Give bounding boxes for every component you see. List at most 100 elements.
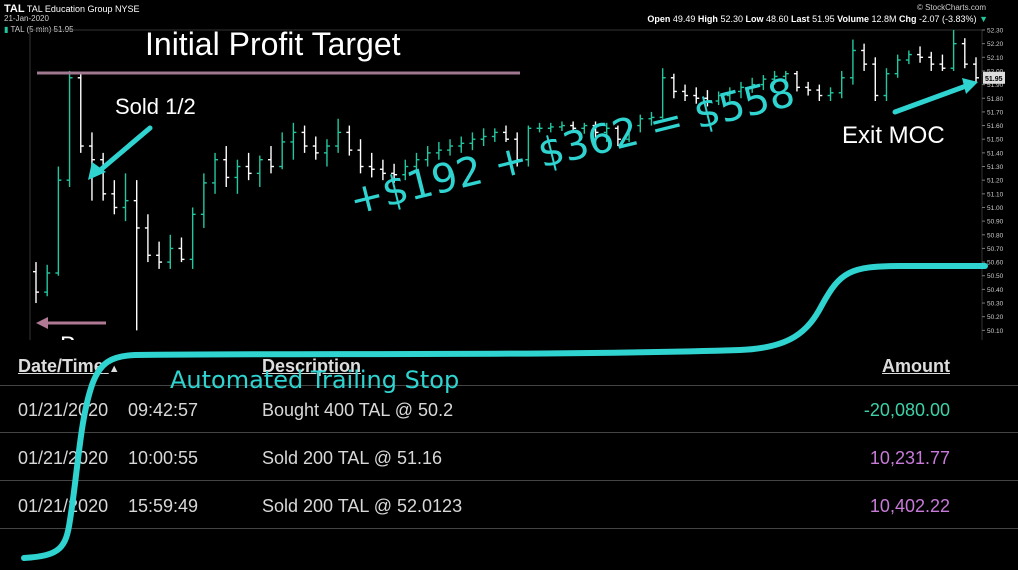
y-tick-label: 52.10: [987, 55, 1004, 62]
ohlc-bar: [827, 87, 834, 101]
ohlc-bar: [424, 146, 431, 167]
ohlc-bar: [682, 84, 689, 101]
ohlc-bar: [872, 57, 879, 101]
y-tick-label: 51.90: [987, 82, 1004, 89]
ohlc-bar: [905, 50, 912, 65]
y-tick-label: 51.60: [987, 123, 1004, 130]
ticker-symbol: TAL: [4, 3, 25, 15]
y-tick-label: 51.40: [987, 150, 1004, 157]
last-value: 51.95: [812, 14, 835, 24]
y-tick-label: 52.20: [987, 41, 1004, 48]
ohlc-bar: [323, 139, 330, 167]
ohlc-bar: [379, 159, 386, 181]
last-price-label: 51.95: [985, 76, 1003, 83]
y-tick-label: 50.60: [987, 260, 1004, 267]
y-tick-label: 51.50: [987, 137, 1004, 144]
ohlc-bar: [447, 139, 454, 156]
ohlc-bar: [133, 180, 140, 331]
sold-half-label: Sold 1/2: [115, 94, 196, 119]
y-tick-label: 50.20: [987, 314, 1004, 321]
volume-label: Volume: [837, 14, 869, 24]
row-date: 01/21/2020: [18, 496, 109, 516]
ohlc-bar: [335, 118, 342, 153]
ohlc-bar: [357, 139, 364, 174]
ohlc-bar: [413, 152, 420, 172]
ohlc-bar: [704, 90, 711, 107]
row-amount: 10,231.77: [869, 448, 950, 468]
ohlc-bar: [760, 75, 767, 91]
ohlc-bar: [648, 111, 655, 126]
y-tick-label: 50.50: [987, 273, 1004, 280]
ohlc-bar: [626, 122, 633, 142]
ohlc-bar: [581, 122, 588, 134]
ohlc-bar: [670, 73, 677, 99]
date-time-header[interactable]: Date/Time ▲: [18, 356, 120, 377]
ohlc-bar: [749, 77, 756, 93]
row-time: 10:00:55: [128, 448, 199, 468]
ohlc-bar: [212, 152, 219, 194]
ohlc-bar: [961, 38, 968, 69]
high-label: High: [697, 14, 718, 24]
ohlc-bar: [894, 54, 901, 78]
y-tick-label: 51.80: [987, 96, 1004, 103]
ohlc-bar: [816, 84, 823, 101]
ohlc-bar: [66, 70, 73, 187]
y-tick-label: 50.10: [987, 328, 1004, 335]
ohlc-bar: [156, 241, 163, 269]
chart-header-left: TAL TAL Education Group NYSE: [4, 3, 140, 15]
ohlc-bar: [144, 214, 151, 263]
chg-value: -2.07 (-3.83%): [919, 14, 977, 24]
exit-moc-label: Exit MOC: [842, 122, 945, 149]
ohlc-bar: [491, 128, 498, 142]
ohlc-bar: [391, 163, 398, 183]
ohlc-bar: [256, 155, 263, 187]
chg-label: Chg: [899, 14, 917, 24]
y-tick-label: 51.00: [987, 205, 1004, 212]
row-divider: [0, 528, 1018, 529]
row-amount: -20,080.00: [863, 400, 950, 420]
ohlc-bar: [503, 125, 509, 142]
y-tick-label: 50.90: [987, 219, 1004, 226]
y-tick-label: 51.30: [987, 164, 1004, 171]
ohlc-bar: [469, 132, 476, 151]
price-chart: 52.3052.2052.1052.0051.9051.8051.7051.60…: [29, 28, 1005, 345]
ohlc-bar: [55, 166, 62, 276]
ohlc-bar: [726, 87, 733, 101]
date-time-header-label: Date/Time: [18, 356, 104, 376]
legend-swatch-icon: ▮: [4, 25, 9, 34]
ohlc-bar: [167, 234, 174, 269]
ohlc-bar: [973, 57, 979, 82]
ohlc-bar: [883, 68, 890, 101]
ohlc-bar: [514, 132, 521, 167]
ohlc-bar: [738, 81, 744, 99]
y-tick-label: 51.20: [987, 178, 1004, 185]
ohlc-bar: [715, 91, 722, 106]
exchange: NYSE: [115, 4, 140, 14]
row-divider: [0, 480, 1018, 481]
row-time: 15:59:49: [128, 496, 199, 516]
ohlc-bar: [301, 125, 308, 153]
chg-arrow-icon: ▼: [979, 14, 988, 24]
ohlc-bar: [111, 180, 118, 215]
source-credit: © StockCharts.com: [916, 3, 986, 12]
ohlc-bar: [637, 114, 644, 133]
chart-date: 21-Jan-2020: [4, 14, 49, 23]
amount-header[interactable]: Amount: [882, 356, 950, 376]
y-tick-label: 52.30: [987, 28, 1004, 35]
row-amount: 10,402.22: [869, 496, 950, 516]
ohlc-bar: [950, 30, 957, 71]
row-description: Sold 200 TAL @ 51.16: [262, 448, 443, 468]
ohlc-bar: [480, 128, 487, 147]
open-value: 49.49: [672, 14, 696, 24]
ohlc-stats: Open 49.49 High 52.30 Low 48.60 Last 51.…: [647, 14, 988, 24]
ohlc-bar: [558, 121, 565, 132]
ohlc-bar: [178, 237, 185, 263]
ohlc-bar: [234, 159, 241, 194]
last-label: Last: [791, 14, 810, 24]
ohlc-bar: [771, 70, 778, 85]
ohlc-bar: [603, 122, 610, 142]
ohlc-bar: [838, 70, 845, 99]
ohlc-bar: [659, 68, 666, 119]
ohlc-bar: [928, 51, 935, 71]
